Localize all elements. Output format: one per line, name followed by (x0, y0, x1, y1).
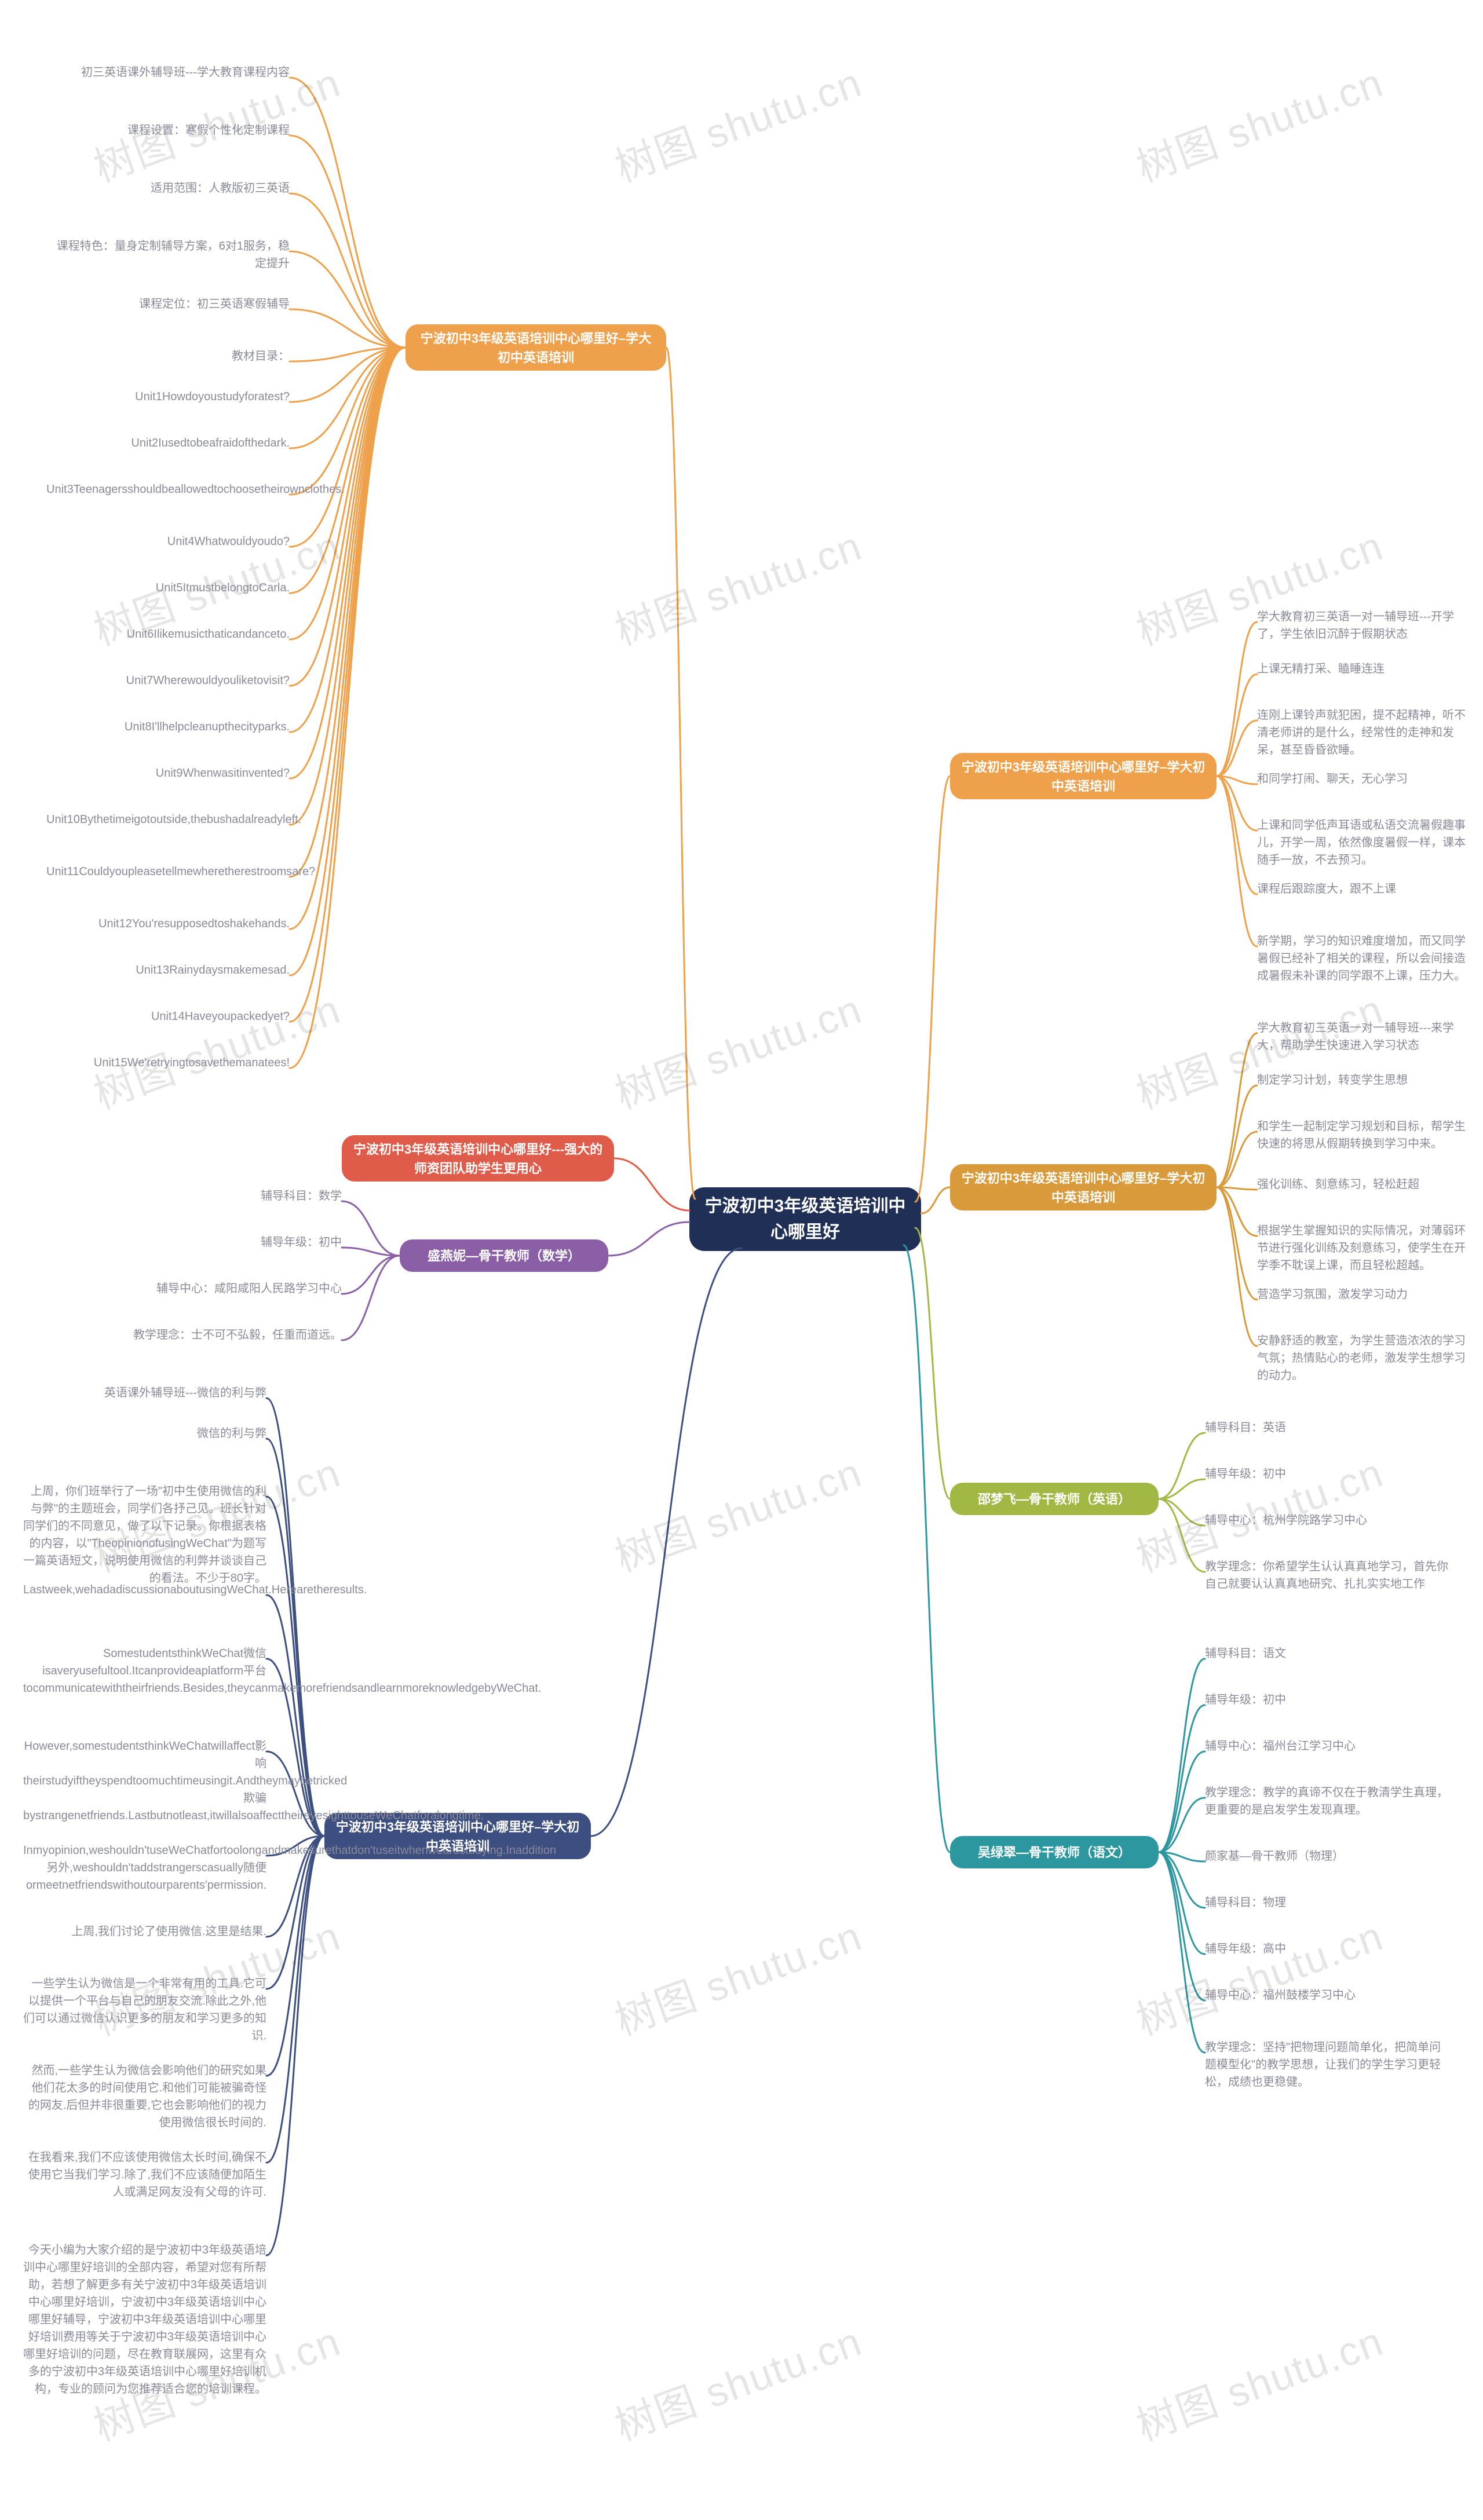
b3l4: 教学理念：士不可不弘毅，任重而道远。 (98, 1326, 342, 1346)
b1l10: Unit4Whatwouldyoudo? (46, 533, 290, 553)
b5l3: 连刚上课铃声就犯困，提不起精神，听不清老师讲的是什么，经常性的走神和发呆，甚至昏… (1257, 707, 1466, 759)
b6l1: 学大教育初三英语一对一辅导班---来学大，帮助学生快速进入学习状态 (1257, 1019, 1466, 1054)
b1l15: Unit9Whenwasitinvented? (46, 765, 290, 798)
b1l20: Unit14Haveyoupackedyet? (46, 1008, 290, 1041)
b3l2: 辅导年级：初中 (98, 1234, 342, 1253)
b1l18: Unit12You'resupposedtoshakehands. (46, 915, 290, 949)
b5l1: 学大教育初三英语一对一辅导班---开学了，学生依旧沉醉于假期状态 (1257, 608, 1466, 643)
b6l5: 根据学生掌握知识的实际情况，对薄弱环节进行强化训练及刻意练习，使学生在开学季不耽… (1257, 1222, 1466, 1274)
b8: 吴绿翠—骨干教师（语文） (950, 1836, 1159, 1868)
b1l1: 初三英语课外辅导班---学大教育课程内容 (46, 64, 290, 83)
b1l14: Unit8I'llhelpcleanupthecityparks. (46, 718, 290, 752)
watermark: 树图 shutu.cn (606, 514, 869, 657)
watermark: 树图 shutu.cn (1127, 1904, 1390, 2047)
b6l7: 安静舒适的教室，为学生营造浓浓的学习气氛；热情贴心的老师，激发学生想学习的动力。 (1257, 1332, 1466, 1384)
b8l5: 颜家基—骨干教师（物理） (1205, 1848, 1448, 1867)
b4l11: 在我看来,我们不应该使用微信太长时间,确保不使用它当我们学习.除了,我们不应该随… (23, 2149, 266, 2201)
b1l9: Unit3Teenagersshouldbeallowedtochoosethe… (46, 481, 290, 528)
b4l8: 上周,我们讨论了使用微信.这里是结果. (23, 1923, 266, 1943)
b4l9: 一些学生认为微信是一个非常有用的工具.它可以提供一个平台与自己的朋友交流.除此之… (23, 1975, 266, 2044)
b5: 宁波初中3年级英语培训中心哪里好–学大初中英语培训 (950, 753, 1217, 800)
b1l8: Unit2Iusedtobeafraidofthedark. (46, 434, 290, 468)
watermark: 树图 shutu.cn (606, 1904, 869, 2047)
b8l7: 辅导年级：高中 (1205, 1940, 1448, 1960)
b4l2: 微信的利与弊 (23, 1425, 266, 1444)
b1l19: Unit13Rainydaysmakemesad. (46, 961, 290, 995)
b6: 宁波初中3年级英语培训中心哪里好–学大初中英语培训 (950, 1164, 1217, 1212)
b6l3: 和学生一起制定学习规划和目标，帮学生快速的将思从假期转换到学习中来。 (1257, 1118, 1466, 1153)
b3l1: 辅导科目：数学 (98, 1187, 342, 1207)
b4l1: 英语课外辅导班---微信的利与弊 (23, 1384, 266, 1404)
b8l3: 辅导中心：福州台江学习中心 (1205, 1738, 1448, 1757)
b1l3: 适用范围：人教版初三英语 (46, 180, 290, 199)
b1l17: Unit11Couldyoupleasetellmewheretherestro… (46, 863, 290, 910)
b3: 盛燕妮—骨干教师（数学） (400, 1239, 608, 1272)
b4: 宁波初中3年级英语培训中心哪里好–学大初中英语培训 (324, 1813, 591, 1860)
b7l3: 辅导中心：杭州学院路学习中心 (1205, 1512, 1448, 1531)
b8l1: 辅导科目：语文 (1205, 1645, 1448, 1665)
b6l4: 强化训练、刻意练习，轻松赶超 (1257, 1176, 1466, 1195)
b7l4: 教学理念：你希望学生认认真真地学习，首先你自己就要认认真真地研究、扎扎实实地工作 (1205, 1558, 1448, 1593)
b1l7: Unit1Howdoyoustudyforatest? (46, 388, 290, 422)
watermark: 树图 shutu.cn (85, 977, 348, 1120)
b7l2: 辅导年级：初中 (1205, 1465, 1448, 1485)
watermark: 树图 shutu.cn (1127, 50, 1390, 193)
b1l2: 课程设置：寒假个性化定制课程 (46, 122, 290, 141)
b7: 邵梦飞—骨干教师（英语） (950, 1483, 1159, 1515)
watermark: 树图 shutu.cn (1127, 2309, 1390, 2452)
b1l11: Unit5ItmustbelongtoCarla. (46, 579, 290, 613)
b4l3: 上周，你们班举行了一场"初中生使用微信的利与弊"的主题班会，同学们各抒己见。班长… (23, 1483, 266, 1587)
b1l5: 课程定位：初三英语寒假辅导 (46, 295, 290, 315)
b3l3: 辅导中心：咸阳咸阳人民路学习中心 (98, 1280, 342, 1300)
b1l12: Unit6Ilikemusicthaticandanceto. (46, 626, 290, 659)
b8l6: 辅导科目：物理 (1205, 1894, 1448, 1914)
b1l21: Unit15We'retryingtosavethemanatees! (46, 1054, 290, 1088)
b4l4: Lastweek,wehadadiscussionaboutusingWeCha… (23, 1581, 266, 1629)
b1l16: Unit10Bythetimeigotoutside,thebushadalre… (46, 811, 290, 858)
b4l12: 今天小编为大家介绍的是宁波初中3年级英语培训中心哪里好培训的全部内容，希望对您有… (23, 2241, 266, 2398)
b5l6: 课程后跟踪度大，跟不上课 (1257, 880, 1466, 900)
b8l9: 教学理念：坚持"把物理问题简单化，把简单问题模型化"的教学思想，让我们的学生学习… (1205, 2039, 1448, 2091)
mindmap-canvas: 树图 shutu.cn 树图 shutu.cn 树图 shutu.cn 树图 shut… (0, 0, 1483, 2520)
b1l13: Unit7Wherewouldyouliketovisit? (46, 672, 290, 705)
b8l8: 辅导中心：福州鼓楼学习中心 (1205, 1987, 1448, 2006)
b1l4: 课程特色：量身定制辅导方案，6对1服务，稳定提升 (46, 237, 290, 272)
b2: 宁波初中3年级英语培训中心哪里好---强大的师资团队助学生更用心 (342, 1135, 614, 1183)
b8l2: 辅导年级：初中 (1205, 1691, 1448, 1711)
b5l5: 上课和同学低声耳语或私语交流暑假趣事儿，开学一周，依然像度暑假一样，课本随手一放… (1257, 817, 1466, 869)
b6l6: 营造学习氛围，激发学习动力 (1257, 1286, 1466, 1305)
b5l7: 新学期，学习的知识难度增加，而又同学暑假已经补了相关的课程，所以会间接造成暑假未… (1257, 932, 1466, 985)
b4l10: 然而,一些学生认为微信会影响他们的研究如果他们花太多的时间使用它.和他们可能被骗… (23, 2062, 266, 2131)
b1: 宁波初中3年级英语培训中心哪里好–学大初中英语培训 (406, 324, 666, 372)
b1l6: 教材目录： (46, 348, 290, 367)
b5l4: 和同学打闹、聊天，无心学习 (1257, 770, 1466, 790)
watermark: 树图 shutu.cn (606, 977, 869, 1120)
watermark: 树图 shutu.cn (606, 50, 869, 193)
b8l4: 教学理念：教学的真谛不仅在于教清学生真理，更重要的是启发学生发现真理。 (1205, 1784, 1448, 1819)
b7l1: 辅导科目：英语 (1205, 1419, 1448, 1439)
b6l2: 制定学习计划，转变学生思想 (1257, 1071, 1466, 1091)
b5l2: 上课无精打采、瞌睡连连 (1257, 660, 1466, 680)
center-node: 宁波初中3年级英语培训中心哪里好 (689, 1187, 921, 1251)
watermark: 树图 shutu.cn (606, 2309, 869, 2452)
watermark: 树图 shutu.cn (606, 1440, 869, 1583)
